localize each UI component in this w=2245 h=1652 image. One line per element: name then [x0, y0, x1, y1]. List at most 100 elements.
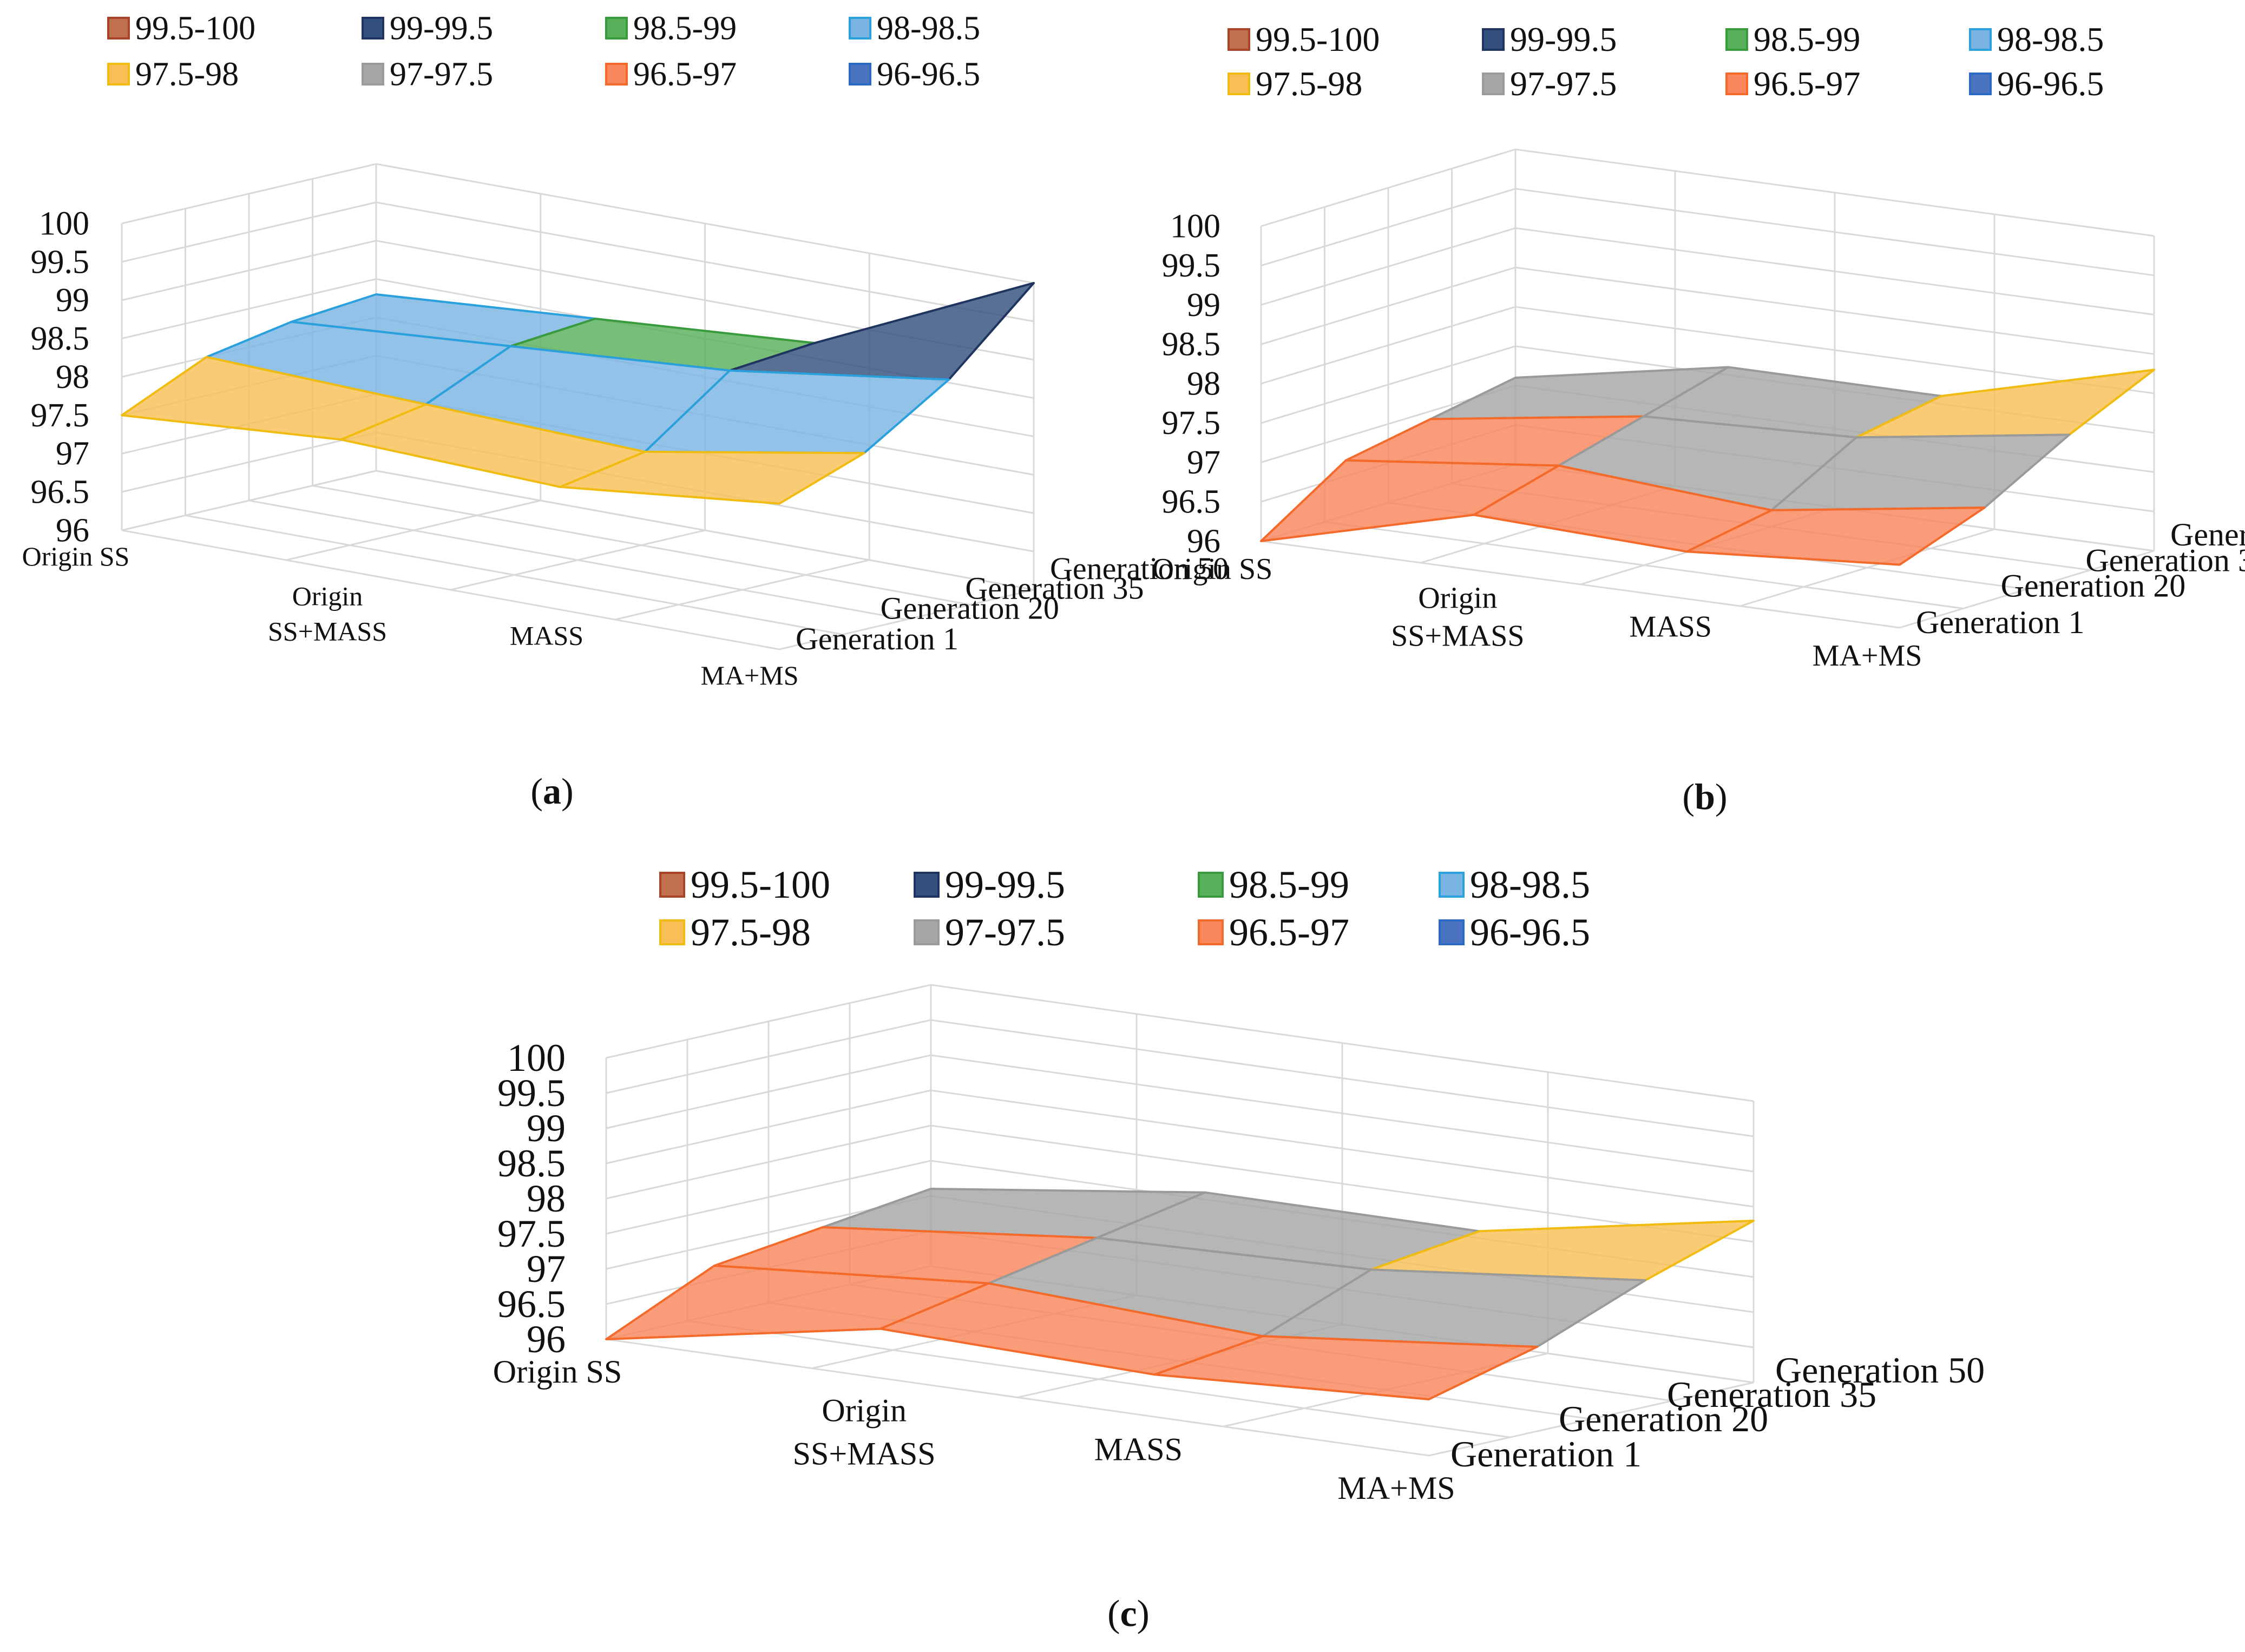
- legend-label-97-97-5: 97-97.5: [390, 56, 493, 93]
- x-category-label-origin-ss: Origin SS: [1152, 552, 1273, 586]
- z-tick-label: 99.5: [497, 1071, 566, 1115]
- legend-label-96-96-5: 96-96.5: [1470, 911, 1590, 954]
- z-tick-label: 98: [56, 359, 89, 396]
- legend-swatch-99-5-100: [659, 872, 685, 898]
- legend-swatch-99-99-5: [1482, 28, 1505, 51]
- legend-label-97-5-98: 97.5-98: [135, 56, 239, 93]
- x-category-label-mass: MASS: [1094, 1431, 1183, 1467]
- legend-label-99-5-100: 99.5-100: [691, 863, 830, 906]
- z-tick-label: 97: [527, 1247, 566, 1291]
- surface-patch: [559, 450, 865, 505]
- legend-label-97-5-98: 97.5-98: [1256, 64, 1362, 103]
- depth-label-generation-35: Generation 35: [2085, 542, 2245, 578]
- legend-swatch-97-97-5: [362, 63, 384, 85]
- legend-label-96-5-97: 96.5-97: [633, 56, 737, 93]
- gridline-floor-x: [248, 499, 907, 621]
- legend: 99.5-100 99-99.5 98.5-99 98-98.5 97.5-98 97-9…: [1227, 20, 2104, 103]
- z-tick-label: 96.5: [1162, 484, 1221, 521]
- z-tick-label: 97.5: [31, 397, 90, 434]
- legend-swatch-99-5-100: [1227, 28, 1250, 51]
- z-tick-label: 98: [1187, 365, 1220, 402]
- panel-caption: (c): [1107, 1593, 1150, 1635]
- legend-label-96-5-97: 96.5-97: [1754, 64, 1860, 103]
- legend-swatch-96-96-5: [1439, 919, 1465, 945]
- legend-swatch-96-96-5: [1969, 73, 1992, 95]
- legend-label-96-96-5: 96-96.5: [877, 56, 980, 93]
- legend-label-98-5-99: 98.5-99: [1229, 863, 1349, 906]
- z-tick-label: 99: [527, 1107, 566, 1150]
- x-category-label-ma-ms: MA+MS: [700, 660, 798, 690]
- depth-label-generation-1: Generation 1: [796, 621, 959, 656]
- x-category-label-origin-ss-mass: Origin SS+MASS: [268, 581, 387, 646]
- x-category-label-origin-ss-mass: Origin SS+MASS: [1391, 581, 1524, 653]
- gridline-floor-x: [185, 515, 843, 635]
- gridline-z-99-5: [606, 1019, 1754, 1137]
- depth-label-generation-20: Generation 20: [2001, 568, 2186, 604]
- gridline-floor-x: [1261, 540, 1900, 629]
- gridline-z-99-5: [1261, 188, 2155, 277]
- legend-swatch-96-5-97: [605, 63, 628, 85]
- z-tick-label: 97: [1187, 444, 1220, 481]
- surface-patch: [1685, 506, 1986, 566]
- legend-label-99-5-100: 99.5-100: [1256, 20, 1380, 58]
- z-tick-label: 98: [527, 1177, 566, 1220]
- legend-swatch-96-5-97: [1198, 919, 1224, 945]
- z-tick-label: 99.5: [31, 243, 90, 280]
- surface: [121, 282, 1035, 505]
- legend-swatch-97-5-98: [1227, 73, 1250, 95]
- z-tick-label: 100: [1170, 208, 1220, 245]
- z-tick-label: 99.5: [1162, 247, 1221, 284]
- legend-swatch-98-98-5: [1969, 28, 1992, 51]
- legend-label-98-98-5: 98-98.5: [1997, 20, 2104, 58]
- legend: 99.5-100 99-99.5 98.5-99 98-98.5 97.5-98 97-9…: [659, 863, 1590, 954]
- legend-swatch-98-5-99: [605, 17, 628, 40]
- gridline-floor-x: [606, 1338, 1429, 1457]
- legend-swatch-98-5-99: [1198, 872, 1224, 898]
- gridline-floor-x: [1324, 521, 1964, 609]
- legend-label-99-99-5: 99-99.5: [390, 10, 493, 47]
- depth-label-generation-50: Generation 50: [1775, 1350, 1985, 1391]
- legend-label-98-5-99: 98.5-99: [1754, 20, 1860, 58]
- legend-label-98-98-5: 98-98.5: [1470, 863, 1590, 906]
- depth-label-generation-35: Generation 35: [1667, 1374, 1876, 1415]
- gridline-floor-x: [121, 529, 780, 650]
- gridline-z-100: [1261, 148, 2155, 237]
- legend-label-96-5-97: 96.5-97: [1229, 911, 1349, 954]
- z-tick-label: 100: [507, 1036, 566, 1080]
- x-category-label-mass: MASS: [510, 621, 583, 651]
- legend-swatch-98-98-5: [1439, 872, 1465, 898]
- x-category-label-ma-ms: MA+MS: [1813, 639, 1922, 673]
- z-tick-label: 97.5: [497, 1212, 566, 1255]
- depth-label-generation-1: Generation 1: [1916, 604, 2085, 640]
- gridline-floor-x: [687, 1320, 1511, 1438]
- legend-label-96-96-5: 96-96.5: [1997, 64, 2104, 103]
- z-tick-label: 96: [1187, 523, 1220, 560]
- legend: 99.5-100 99-99.5 98.5-99 98-98.5 97.5-98 97-9…: [107, 10, 980, 93]
- z-tick-label: 98.5: [31, 320, 90, 357]
- legend-label-97-5-98: 97.5-98: [691, 911, 811, 954]
- surface-patch: [1153, 1335, 1538, 1400]
- gridline-z-99: [606, 1054, 1754, 1173]
- legend-swatch-98-5-99: [1725, 28, 1748, 51]
- legend-swatch-96-5-97: [1725, 73, 1748, 95]
- legend-label-97-97-5: 97-97.5: [1510, 64, 1617, 103]
- legend-swatch-96-96-5: [849, 63, 871, 85]
- depth-label-generation-50: Generation 50: [1050, 551, 1229, 586]
- legend-label-99-99-5: 99-99.5: [945, 863, 1065, 906]
- z-tick-label: 96: [527, 1318, 566, 1361]
- legend-label-99-5-100: 99.5-100: [135, 10, 255, 47]
- z-tick-label: 99: [56, 282, 89, 319]
- surface-patch: [728, 282, 1035, 381]
- legend-swatch-97-5-98: [659, 919, 685, 945]
- surface: [1260, 366, 2155, 566]
- legend-swatch-98-98-5: [849, 17, 871, 40]
- z-tick-label: 96.5: [31, 474, 90, 511]
- depth-label-generation-50: Generation 50: [2170, 517, 2245, 552]
- z-tick-label: 100: [39, 205, 89, 242]
- gridline-z-98-5: [1261, 266, 2155, 355]
- z-tick-label: 97: [56, 436, 89, 472]
- legend-swatch-97-97-5: [914, 919, 940, 945]
